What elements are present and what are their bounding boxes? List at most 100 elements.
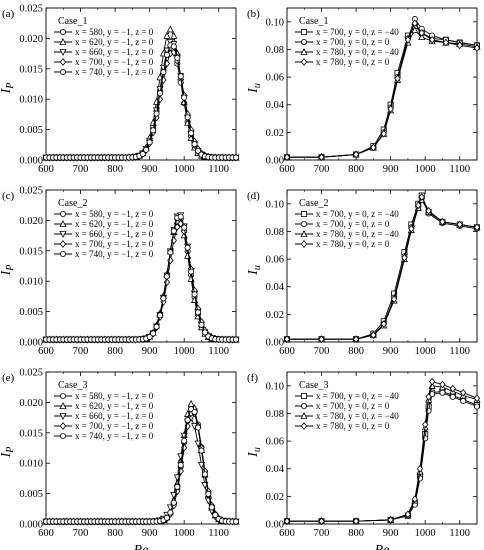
data-point: [404, 510, 412, 519]
data-point: [439, 217, 446, 226]
data-point: [191, 408, 198, 415]
legend-entry: x = 700, y = −1, z = 0: [75, 421, 154, 431]
case-label: Case_2: [58, 198, 87, 209]
y-tick-label: 0.000: [19, 520, 43, 531]
legend-entry: x = 580, y = −1, z = 0: [75, 27, 154, 37]
case-label: Case_3: [299, 380, 328, 391]
x-tick-label: 1100: [449, 164, 470, 175]
y-tick-label: 0.08: [266, 45, 284, 56]
y-tick-label: 0.04: [266, 100, 285, 111]
legend-entry: x = 660, y = −1, z = 0: [75, 47, 154, 57]
data-point: [163, 514, 170, 521]
data-point: [146, 333, 153, 340]
x-tick-label: 1100: [208, 528, 229, 539]
legend-entry: x = 740, y = −1, z = 0: [75, 67, 154, 77]
legend-entry: x = 780, y = 0, z = 0: [316, 421, 390, 431]
legend-marker: [300, 412, 308, 420]
legend-marker: [300, 48, 308, 55]
y-tick-label: 0.010: [19, 277, 43, 288]
legend-marker: [300, 28, 307, 35]
data-point: [188, 130, 195, 137]
y-tick-label: 0.06: [266, 437, 284, 448]
data-point: [425, 206, 432, 215]
y-tick-label: 0.00: [266, 338, 284, 349]
case-label: Case_2: [299, 198, 328, 209]
y-tick-label: 0.015: [19, 428, 43, 439]
y-axis-label: IP: [0, 447, 16, 459]
legend-entry: x = 620, y = −1, z = 0: [75, 37, 154, 47]
data-point: [460, 388, 467, 397]
y-tick-label: 0.020: [19, 398, 43, 409]
x-tick-label: 1000: [174, 528, 195, 539]
data-point: [456, 220, 463, 229]
data-point: [184, 417, 191, 424]
y-axis-label: Iu: [246, 265, 263, 276]
y-tick-label: 0.020: [19, 34, 43, 45]
x-tick-label: 700: [314, 346, 330, 357]
data-point: [232, 336, 239, 343]
x-tick-label: 900: [142, 346, 158, 357]
data-point: [460, 398, 467, 405]
x-tick-label: 1000: [415, 528, 436, 539]
x-tick-label: 700: [314, 528, 330, 539]
data-point: [167, 249, 174, 256]
legend-marker: [59, 412, 67, 420]
legend-entry: x = 700, y = −1, z = 0: [75, 57, 154, 67]
x-tick-label: 700: [73, 346, 89, 357]
legend-entry: x = 780, y = 0, z = −40: [316, 47, 399, 57]
y-tick-label: 0.00: [266, 156, 284, 167]
x-tick-label: 800: [107, 164, 123, 175]
data-point: [473, 403, 480, 410]
data-point: [473, 394, 481, 403]
y-tick-label: 0.005: [19, 307, 43, 318]
data-point: [160, 69, 167, 76]
legend-entry: x = 700, y = 0, z = 0: [316, 37, 390, 47]
data-point: [146, 139, 153, 146]
y-tick-label: 0.000: [19, 156, 43, 167]
panel-label: (e): [2, 372, 15, 384]
x-tick-label: 700: [314, 164, 330, 175]
y-tick-label: 0.025: [19, 368, 43, 379]
legend-entry: x = 700, y = 0, z = −40: [316, 27, 399, 37]
legend-marker: [59, 230, 67, 238]
x-tick-label: 900: [383, 164, 399, 175]
legend-entry: x = 780, y = 0, z = −40: [316, 229, 399, 239]
legend-marker: [300, 220, 307, 227]
y-tick-label: 0.005: [19, 125, 43, 136]
data-point: [163, 51, 170, 58]
data-point: [205, 490, 212, 497]
legend-marker: [60, 432, 67, 439]
legend-entry: x = 620, y = −1, z = 0: [75, 219, 154, 229]
data-point: [198, 447, 205, 454]
x-tick-label: 1100: [449, 528, 470, 539]
legend-marker: [300, 422, 308, 430]
data-point: [170, 228, 177, 235]
legend-marker: [59, 49, 67, 56]
y-tick-label: 0.06: [266, 73, 284, 84]
data-point: [418, 33, 426, 41]
y-axis-label: IP: [0, 265, 16, 277]
plot-frame: [45, 7, 237, 161]
x-tick-label: 700: [73, 164, 89, 175]
data-point: [167, 509, 174, 516]
data-point: [150, 127, 157, 134]
x-tick-label: 600: [279, 164, 295, 175]
legend-entry: x = 580, y = −1, z = 0: [75, 209, 154, 219]
legend-marker: [300, 230, 308, 238]
y-tick-label: 0.00: [266, 520, 284, 531]
data-point: [197, 462, 206, 469]
legend-marker: [300, 392, 307, 399]
data-point: [416, 464, 424, 473]
data-point: [153, 110, 160, 117]
data-point: [194, 309, 201, 316]
panel-label: (d): [247, 190, 260, 202]
legend-entry: x = 780, y = 0, z = 0: [316, 239, 390, 249]
plot-frame: [286, 371, 478, 525]
chart-panel: 600 700 800 900 1000 1100 0.000 0.005 0.010 0.015…: [0, 186, 240, 357]
y-tick-label: 0.010: [19, 459, 43, 470]
data-point: [473, 44, 481, 52]
data-point: [422, 420, 429, 429]
data-point: [212, 512, 219, 519]
data-point: [232, 518, 239, 525]
data-point: [156, 90, 163, 97]
